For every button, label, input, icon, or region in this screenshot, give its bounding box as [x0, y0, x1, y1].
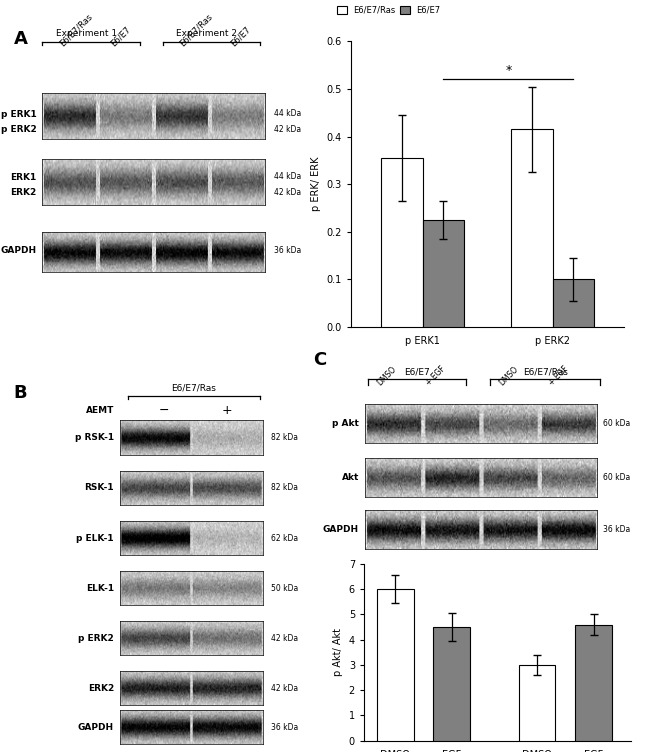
Text: 42 kDa: 42 kDa — [271, 634, 298, 643]
Text: ERK2: ERK2 — [88, 684, 114, 693]
Text: 44 kDa: 44 kDa — [274, 109, 302, 118]
Text: DMSO: DMSO — [498, 365, 521, 387]
Text: C: C — [313, 351, 326, 369]
Text: p ERK2: p ERK2 — [78, 634, 114, 643]
Text: GAPDH: GAPDH — [323, 525, 359, 534]
Text: ERK1: ERK1 — [10, 173, 36, 182]
Text: E6/E7/Ras: E6/E7/Ras — [172, 384, 216, 393]
Text: E6/E7/Ras: E6/E7/Ras — [523, 368, 568, 377]
Text: p Akt: p Akt — [332, 419, 359, 428]
Bar — [434, 627, 471, 741]
Bar — [381, 158, 422, 327]
Text: E6/E7/Ras: E6/E7/Ras — [177, 12, 214, 48]
Text: Akt: Akt — [342, 473, 359, 482]
Bar — [377, 590, 413, 741]
Bar — [422, 220, 464, 327]
Bar — [511, 129, 552, 327]
Text: Experiment 1: Experiment 1 — [56, 29, 117, 38]
Text: ERK2: ERK2 — [10, 188, 36, 197]
Text: 44 kDa: 44 kDa — [274, 171, 302, 180]
Text: 60 kDa: 60 kDa — [603, 473, 630, 482]
Text: ELK-1: ELK-1 — [86, 584, 114, 593]
Text: GAPDH: GAPDH — [78, 723, 114, 732]
Text: + EGF: + EGF — [424, 364, 448, 387]
Text: GAPDH: GAPDH — [1, 246, 36, 255]
Text: 36 kDa: 36 kDa — [603, 525, 630, 534]
Text: 42 kDa: 42 kDa — [271, 684, 298, 693]
Y-axis label: p Akt/ Akt: p Akt/ Akt — [333, 629, 343, 676]
Text: E6/E7: E6/E7 — [404, 368, 430, 377]
Text: p ERK2: p ERK2 — [1, 125, 36, 134]
Text: 82 kDa: 82 kDa — [271, 433, 298, 442]
Text: 42 kDa: 42 kDa — [274, 125, 301, 134]
Legend: E6/E7/Ras, E6/E7: E6/E7/Ras, E6/E7 — [333, 3, 444, 18]
Text: p RSK-1: p RSK-1 — [75, 433, 114, 442]
Text: A: A — [14, 30, 28, 48]
Text: E6/E7: E6/E7 — [229, 25, 252, 48]
Bar — [519, 665, 555, 741]
Text: 82 kDa: 82 kDa — [271, 484, 298, 493]
Text: p ELK-1: p ELK-1 — [76, 533, 114, 542]
Text: Experiment 2: Experiment 2 — [176, 29, 237, 38]
Text: 42 kDa: 42 kDa — [274, 188, 301, 197]
Text: +: + — [222, 404, 232, 417]
Text: AEMT: AEMT — [86, 406, 114, 415]
Text: 62 kDa: 62 kDa — [271, 533, 298, 542]
Bar — [575, 625, 612, 741]
Text: *: * — [505, 64, 512, 77]
Text: RSK-1: RSK-1 — [84, 484, 114, 493]
Text: B: B — [14, 384, 27, 402]
Text: E6/E7: E6/E7 — [109, 25, 133, 48]
Text: 60 kDa: 60 kDa — [603, 419, 630, 428]
Text: + EGF: + EGF — [547, 364, 570, 387]
Text: 36 kDa: 36 kDa — [271, 723, 298, 732]
Text: DMSO: DMSO — [376, 365, 398, 387]
Bar — [552, 280, 594, 327]
Text: E6/E7/Ras: E6/E7/Ras — [57, 12, 94, 48]
Y-axis label: p ERK/ ERK: p ERK/ ERK — [311, 157, 321, 211]
Text: 50 kDa: 50 kDa — [271, 584, 298, 593]
Text: −: − — [159, 404, 169, 417]
Text: p ERK1: p ERK1 — [1, 110, 36, 119]
Text: 36 kDa: 36 kDa — [274, 246, 302, 255]
